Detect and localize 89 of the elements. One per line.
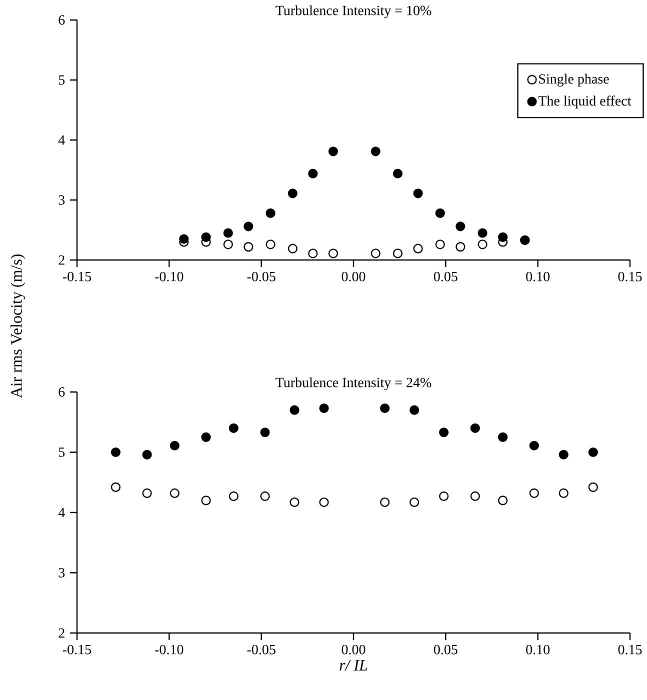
point (498, 432, 508, 442)
y-axis-title: Air rms Velocity (m/s) (10, 254, 26, 398)
point (223, 240, 233, 250)
point (588, 447, 598, 458)
x-axis-title: r/ IL (340, 660, 368, 671)
point (435, 208, 445, 218)
point (170, 440, 180, 450)
legend-label: The liquid effect (538, 96, 632, 108)
point (170, 488, 180, 498)
point (328, 248, 338, 258)
point (244, 242, 254, 252)
point (529, 488, 539, 498)
point (558, 488, 568, 498)
point (110, 447, 121, 458)
point (201, 232, 211, 242)
point (435, 240, 445, 250)
point (201, 432, 211, 442)
x-tick-label: -0.10 (155, 272, 184, 282)
point (380, 403, 390, 414)
x-tick-label: -0.15 (62, 272, 92, 282)
x-tick-label: 0.05 (434, 272, 458, 282)
point (228, 423, 238, 433)
x-tick-label: 0.05 (434, 644, 458, 654)
point (413, 188, 423, 198)
x-tick-label: 0.00 (342, 644, 366, 654)
y-tick-label: 6 (58, 15, 65, 25)
point (244, 222, 254, 232)
point (260, 428, 270, 438)
point (456, 242, 466, 252)
x-tick-label: 0.10 (526, 272, 550, 282)
point (266, 208, 276, 218)
point (470, 491, 480, 502)
point (470, 423, 480, 433)
x-tick-label: -0.05 (247, 272, 276, 282)
point (288, 244, 298, 254)
x-tick-label: -0.05 (247, 644, 276, 654)
point (439, 428, 449, 438)
point (260, 491, 270, 502)
point (308, 248, 318, 258)
point (319, 403, 329, 414)
point (288, 188, 298, 198)
y-tick-label: 6 (58, 387, 65, 397)
legend-label: Single phase (539, 74, 609, 87)
x-tick-label: 0.15 (618, 644, 642, 654)
point (228, 491, 238, 502)
point (319, 497, 329, 508)
point (478, 228, 488, 238)
point (328, 146, 338, 156)
y-tick-label: 4 (58, 135, 65, 145)
point (223, 228, 233, 238)
point (410, 405, 420, 415)
point (529, 440, 539, 450)
point (380, 497, 390, 508)
x-tick-label: 0.15 (618, 272, 642, 282)
point (558, 450, 568, 460)
point (201, 496, 211, 506)
point (179, 234, 189, 244)
point (142, 450, 152, 460)
point (439, 491, 449, 502)
point (308, 168, 318, 178)
point (456, 222, 466, 232)
y-tick-label: 2 (58, 628, 64, 638)
point (370, 146, 380, 156)
chart-title: Turbulence Intensity = 24% (276, 377, 432, 390)
point (290, 497, 300, 508)
y-tick-label: 5 (58, 448, 65, 457)
point (142, 488, 152, 498)
point (266, 240, 276, 250)
x-tick-label: -0.10 (155, 644, 184, 654)
point (588, 482, 598, 492)
point (410, 497, 420, 508)
point (110, 482, 121, 492)
point (478, 240, 488, 250)
point (290, 405, 300, 415)
y-tick-label: 4 (58, 508, 65, 518)
x-tick-label: 0.10 (526, 644, 550, 654)
point (370, 248, 380, 258)
point (413, 244, 423, 254)
point (498, 496, 508, 506)
y-tick-label: 5 (58, 75, 65, 85)
point (392, 168, 403, 178)
point (498, 232, 508, 242)
point (392, 248, 403, 258)
x-tick-label: 0.00 (342, 272, 366, 282)
chart-title: Turbulence Intensity = 10% (276, 5, 432, 18)
y-tick-label: 3 (58, 568, 65, 578)
y-tick-label: 2 (58, 255, 64, 265)
x-tick-label: -0.15 (62, 644, 92, 654)
y-tick-label: 3 (58, 195, 65, 205)
